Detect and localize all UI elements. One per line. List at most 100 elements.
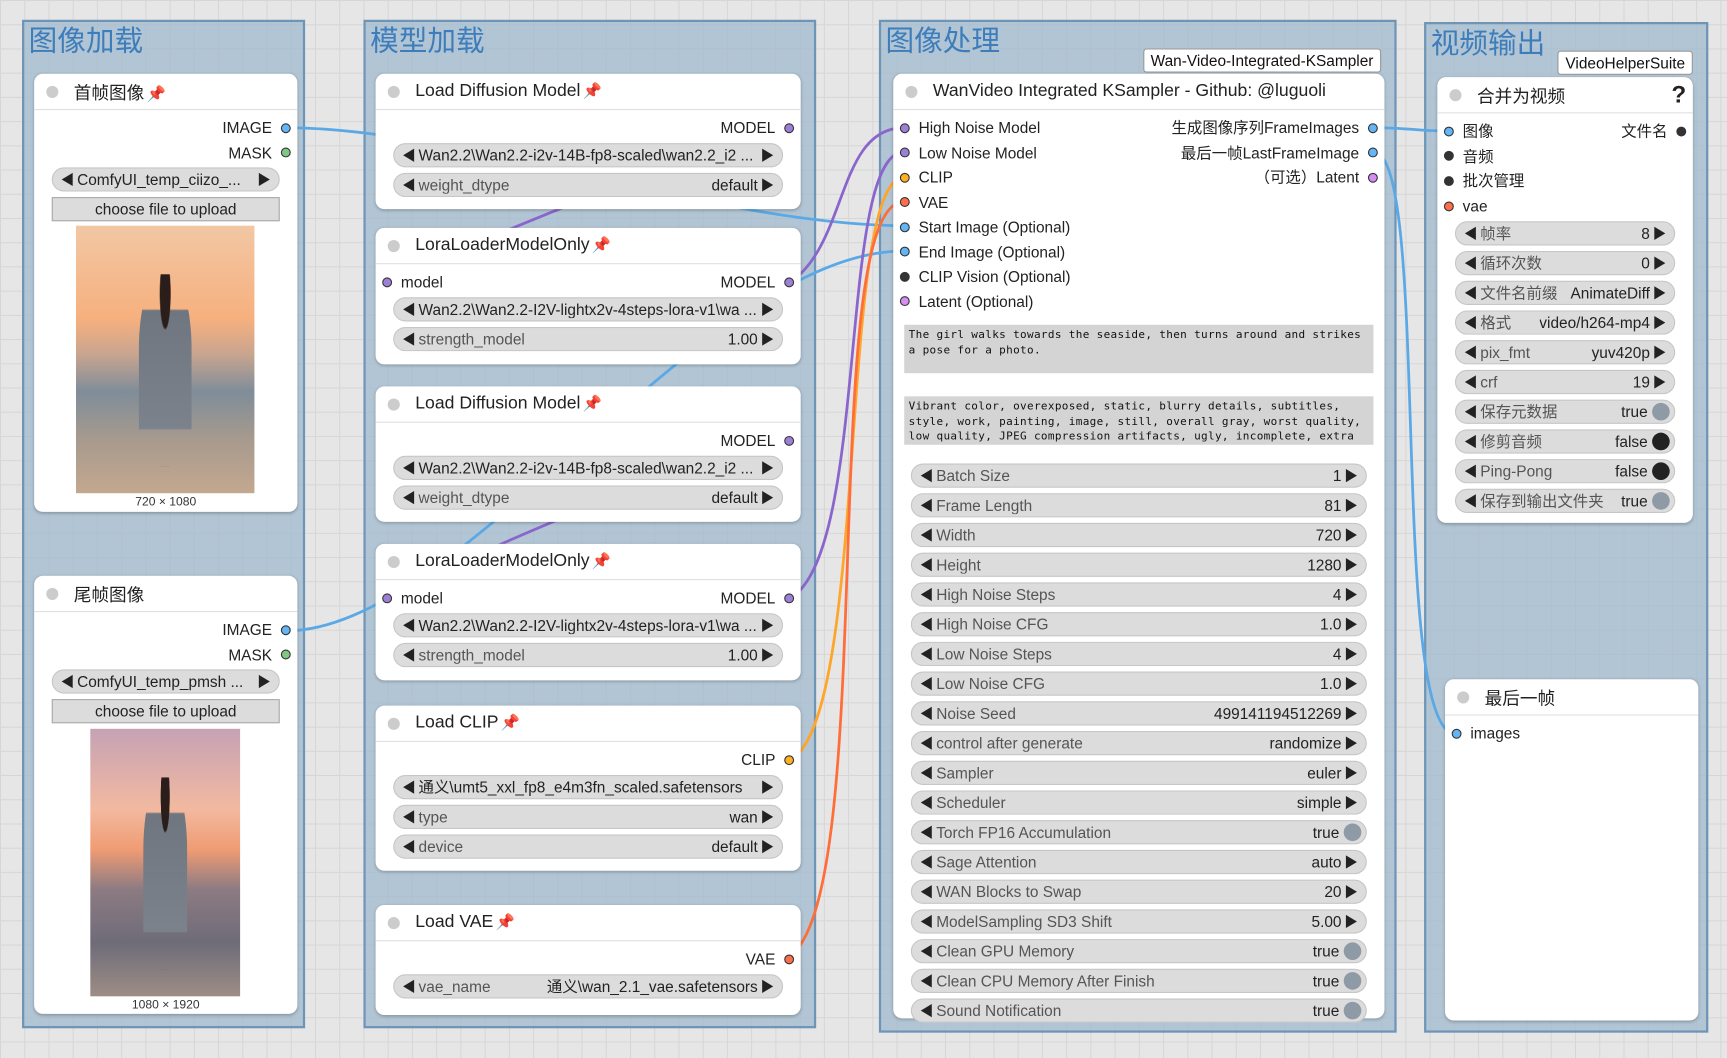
increment-arrow xyxy=(1345,766,1357,780)
decrement-arrow xyxy=(403,809,415,823)
increment-arrow xyxy=(762,618,774,632)
widget-value: 1.00 xyxy=(727,329,758,348)
increment-arrow xyxy=(762,148,774,162)
slot-dot xyxy=(784,754,795,765)
node: LoraLoaderModelOnly model MODEL Wan2.2\Wan2… xyxy=(375,227,801,365)
increment-arrow xyxy=(1345,617,1357,631)
widget-label: device xyxy=(418,837,464,855)
widget: 保存元数据 true xyxy=(1454,399,1676,424)
widget-value: true xyxy=(1621,402,1648,421)
slot-label: MODEL xyxy=(720,431,776,450)
widget-label: strength_model xyxy=(418,329,525,348)
widget-value: Wan2.2\Wan2.2-I2V-lightx2v-4steps-lora-v… xyxy=(418,615,757,634)
widget-value: Wan2.2\Wan2.2-i2v-14B-fp8-scaled\wan2.2_… xyxy=(418,458,754,477)
widget: Wan2.2\Wan2.2-I2V-lightx2v-4steps-lora-v… xyxy=(393,612,784,637)
node-title-bar: WanVideo Integrated KSampler - Github: @… xyxy=(893,74,1385,111)
output-slot: 文件名 xyxy=(1621,119,1687,143)
increment-arrow xyxy=(1345,528,1357,542)
toggle xyxy=(1652,462,1670,480)
widget-label: vae_name xyxy=(418,977,491,995)
widget-value: 1.0 xyxy=(1320,674,1342,693)
increment-arrow xyxy=(762,302,774,316)
decrement-arrow xyxy=(403,839,415,853)
output-slot: MODEL xyxy=(721,586,795,610)
widget: Frame Length 81 xyxy=(910,493,1367,518)
widget-label: High Noise Steps xyxy=(936,585,1056,604)
group-title: 图像处理 xyxy=(885,24,1001,58)
slot-dot xyxy=(899,296,910,307)
input-slot: model xyxy=(382,270,443,294)
input-slot: End Image (Optional) xyxy=(899,239,1065,263)
widget: Noise Seed 499141194512269 xyxy=(910,701,1367,726)
increment-arrow xyxy=(1654,256,1666,270)
widget: Sage Attention auto xyxy=(910,849,1367,875)
slot-label: 音频 xyxy=(1462,147,1494,165)
increment-arrow xyxy=(1654,315,1666,329)
slot-dot xyxy=(1443,151,1454,161)
output-slot: IMAGE xyxy=(222,116,291,140)
input-slot: vae xyxy=(1443,194,1488,218)
input-slot: VAE xyxy=(899,190,948,214)
slot-dot xyxy=(899,221,910,232)
widget: Wan2.2\Wan2.2-i2v-14B-fp8-scaled\wan2.2_… xyxy=(393,455,784,480)
widget: 帧率 8 xyxy=(1454,221,1676,246)
decrement-arrow xyxy=(1464,464,1476,478)
output-slot: MASK xyxy=(228,642,291,666)
slot-label: 生成图像序列FrameImages xyxy=(1171,118,1360,137)
increment-arrow xyxy=(1654,345,1666,359)
decrement-arrow xyxy=(920,706,932,720)
output-slot: CLIP xyxy=(741,748,795,772)
increment-arrow xyxy=(762,979,774,993)
widget-label: pix_fmt xyxy=(1480,343,1530,361)
node-title-bar: 首帧图像 xyxy=(34,74,298,111)
widget: Sampler euler xyxy=(910,760,1367,785)
widget-value: 20 xyxy=(1324,882,1342,901)
decrement-arrow xyxy=(61,674,73,689)
slot-label: images xyxy=(1470,724,1521,743)
widget-value: true xyxy=(1312,942,1340,960)
input-slot: images xyxy=(1451,721,1521,745)
increment-arrow xyxy=(1654,286,1666,300)
node-title-bar: 合并为视频 xyxy=(1437,77,1693,114)
slot-dot xyxy=(899,172,910,183)
input-slot: Start Image (Optional) xyxy=(899,215,1070,239)
slot-dot xyxy=(899,271,910,282)
node: 尾帧图像 IMAGE MASK ComfyUI_temp_pmsh ... choose… xyxy=(34,575,298,1014)
upload-button[interactable]: choose file to upload xyxy=(51,197,280,222)
slot-label: model xyxy=(400,588,443,607)
widget: 通义\umt5_xxl_fp8_e4m3fn_scaled.safetensor… xyxy=(393,774,784,799)
decrement-arrow xyxy=(920,558,932,572)
decrement-arrow xyxy=(403,979,415,993)
figure xyxy=(138,273,192,467)
widget: Clean CPU Memory After Finish true xyxy=(910,968,1367,994)
widget-value: ComfyUI_temp_pmsh ... xyxy=(77,672,244,691)
decrement-arrow xyxy=(403,490,415,504)
widget-value: 81 xyxy=(1324,496,1342,515)
toggle xyxy=(1652,402,1670,421)
widget-label: 修剪音频 xyxy=(1480,432,1542,451)
node-status-dot xyxy=(387,397,400,411)
upload-button[interactable]: choose file to upload xyxy=(51,699,280,724)
widget-value: 8 xyxy=(1641,224,1650,242)
slot-dot xyxy=(280,122,291,133)
node-title-bar: LoraLoaderModelOnly xyxy=(375,544,801,581)
input-slot: 图像 xyxy=(1443,119,1493,143)
widget-label: 格式 xyxy=(1480,313,1512,332)
widget-value: 1.0 xyxy=(1320,615,1342,634)
decrement-arrow xyxy=(920,795,932,810)
widget: device default xyxy=(393,833,784,859)
widget-value: auto xyxy=(1311,853,1342,871)
wire xyxy=(1373,150,1457,736)
slot-dot xyxy=(280,624,291,635)
slot-label: High Noise Model xyxy=(918,118,1041,137)
decrement-arrow xyxy=(1464,256,1476,270)
widget-label: Sampler xyxy=(936,764,994,782)
widget-value: 4 xyxy=(1332,585,1342,604)
decrement-arrow xyxy=(403,148,415,162)
node: Load Diffusion Model MODEL Wan2.2\Wan2.2-i… xyxy=(375,386,801,522)
node-title-bar: 尾帧图像 xyxy=(34,576,298,613)
widget-label: 文件名前缀 xyxy=(1480,283,1558,302)
widget-label: 保存元数据 xyxy=(1480,402,1558,421)
slot-dot xyxy=(784,435,795,446)
slot-dot xyxy=(899,246,910,257)
